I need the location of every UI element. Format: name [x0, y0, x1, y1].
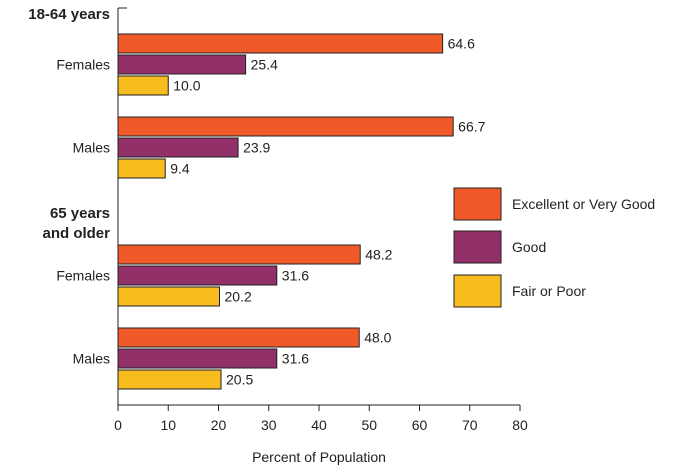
x-tick-label: 30 [261, 417, 277, 433]
bar [117, 244, 361, 265]
legend-swatch [453, 187, 502, 221]
legend-label: Excellent or Very Good [512, 196, 655, 212]
x-tick-label: 70 [462, 417, 478, 433]
category-label: Females [56, 268, 110, 284]
legend-label: Good [512, 239, 546, 255]
bar-value-label: 31.6 [282, 268, 309, 284]
category-label: Females [56, 57, 110, 73]
bar-value-label: 20.2 [225, 289, 252, 305]
x-tick-label: 0 [114, 417, 122, 433]
bar [117, 158, 166, 179]
bar [117, 265, 278, 286]
bar [117, 137, 239, 158]
bar-value-label: 9.4 [170, 161, 190, 177]
x-tick-label: 50 [361, 417, 377, 433]
bar-value-label: 66.7 [458, 119, 485, 135]
bar-value-label: 25.4 [251, 57, 278, 73]
x-tick-label: 10 [160, 417, 176, 433]
bar-value-label: 20.5 [226, 372, 253, 388]
bar-value-label: 48.0 [364, 330, 391, 346]
legend-label: Fair or Poor [512, 283, 586, 299]
bar [117, 75, 169, 96]
bar-value-label: 23.9 [243, 140, 270, 156]
legend-swatch [453, 274, 502, 308]
bar-value-label: 10.0 [173, 78, 200, 94]
bar [117, 54, 247, 75]
x-tick-label: 40 [311, 417, 327, 433]
x-axis-title: Percent of Population [252, 449, 386, 465]
bar-value-label: 64.6 [448, 36, 475, 52]
group-label: 18-64 years [28, 6, 110, 23]
bar [117, 348, 278, 369]
bar [117, 116, 454, 137]
bar-value-label: 31.6 [282, 351, 309, 367]
category-label: Males [73, 351, 110, 367]
x-tick-label: 60 [412, 417, 428, 433]
x-tick-label: 20 [211, 417, 227, 433]
bar [117, 33, 444, 54]
bar-value-label: 48.2 [365, 247, 392, 263]
category-label: Males [73, 140, 110, 156]
bar [117, 286, 221, 307]
group-label: 65 years [50, 205, 110, 222]
x-tick-label: 80 [512, 417, 528, 433]
bar [117, 327, 360, 348]
legend-swatch [453, 230, 502, 264]
bar [117, 369, 222, 390]
group-label: and older [42, 225, 110, 242]
